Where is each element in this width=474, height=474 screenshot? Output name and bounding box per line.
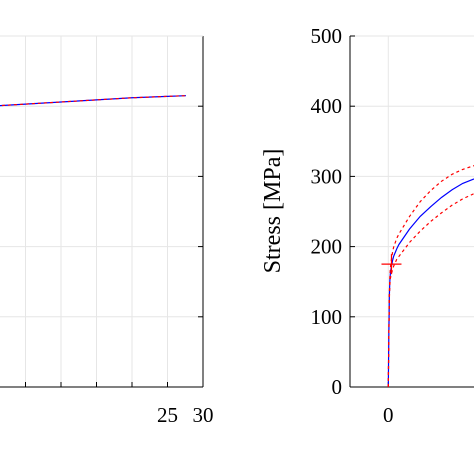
left-series-group (0, 95, 186, 107)
y-axis-title: Stress [MPa] (260, 149, 286, 274)
right-y-tick-label: 100 (311, 305, 343, 329)
right-y-tick-label: 400 (311, 94, 343, 118)
left-chart-panel: 25 30 (0, 35, 214, 427)
right-y-tick-label: 200 (311, 235, 343, 259)
right-axes (349, 35, 474, 388)
right-grid (350, 36, 474, 387)
right-series-line-solid-blue (387, 178, 474, 388)
left-tick-labels: 25 30 (157, 403, 214, 427)
right-tick-labels: 0 0 100 200 300 400 500 (311, 24, 394, 427)
left-series-line-solid-blue (0, 95, 186, 107)
right-y-tick-label: 500 (311, 24, 343, 48)
right-series-group (381, 165, 474, 388)
right-chart-panel: 0 0 100 200 300 400 500 Stress [MPa] (260, 24, 474, 427)
left-series-line-dashed-red (0, 95, 186, 107)
left-axes (0, 35, 204, 388)
left-x-tick-label: 30 (193, 403, 214, 427)
right-x-tick-label: 0 (383, 403, 394, 427)
right-y-tick-label: 0 (332, 375, 343, 399)
left-grid (0, 36, 204, 387)
left-x-tick-label: 25 (157, 403, 178, 427)
right-y-tick-label: 300 (311, 164, 343, 188)
right-series-line-dashed-red (387, 165, 474, 388)
right-series-line-dashed-red (387, 193, 474, 388)
